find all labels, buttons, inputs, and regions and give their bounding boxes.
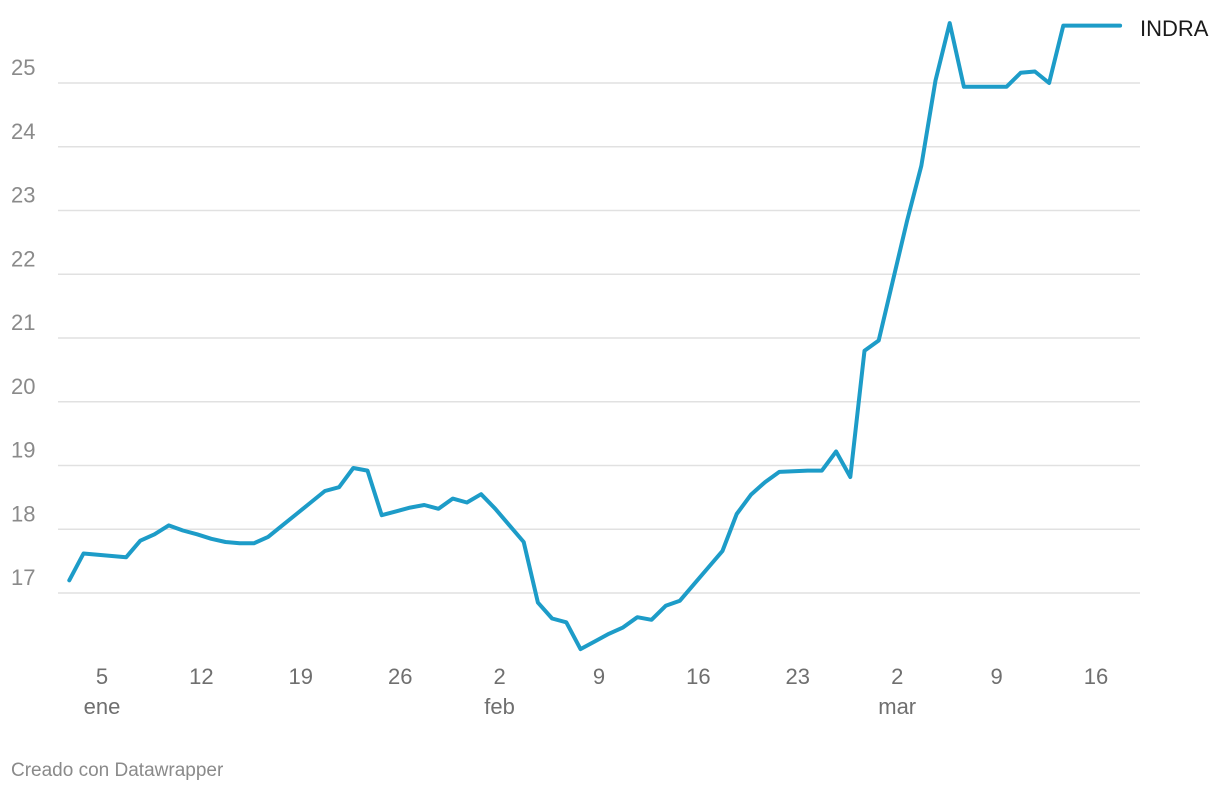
y-tick-label: 22 — [11, 246, 35, 271]
x-tick-label: 2 — [891, 664, 903, 689]
y-tick-label: 21 — [11, 310, 35, 335]
x-tick-label: 16 — [686, 664, 710, 689]
y-tick-label: 18 — [11, 501, 35, 526]
y-tick-label: 17 — [11, 565, 35, 590]
x-tick-label: 2 — [493, 664, 505, 689]
x-tick-label: 5 — [96, 664, 108, 689]
x-month-label: feb — [484, 694, 515, 719]
x-month-label: ene — [84, 694, 121, 719]
x-tick-label: 9 — [990, 664, 1002, 689]
y-tick-label: 19 — [11, 438, 35, 463]
x-tick-label: 12 — [189, 664, 213, 689]
x-tick-label: 26 — [388, 664, 412, 689]
x-tick-label: 16 — [1084, 664, 1108, 689]
credit-text: Creado con Datawrapper — [11, 760, 224, 781]
x-tick-label: 23 — [786, 664, 810, 689]
series-line-indra — [67, 21, 1123, 652]
x-axis-ticks: 5 ene 12 19 26 2 feb 9 16 23 2 mar 9 16 — [84, 664, 1109, 719]
y-tick-label: 25 — [11, 55, 35, 80]
y-tick-label: 23 — [11, 183, 35, 208]
series-label-indra: INDRA — [1140, 16, 1209, 41]
x-month-label: mar — [878, 694, 916, 719]
x-tick-label: 19 — [289, 664, 313, 689]
y-tick-label: 20 — [11, 374, 35, 399]
y-tick-label: 24 — [11, 119, 35, 144]
grid-lines — [58, 82, 1140, 594]
x-tick-label: 9 — [593, 664, 605, 689]
y-axis-ticks: 17 18 19 20 21 22 23 24 25 — [11, 55, 35, 590]
